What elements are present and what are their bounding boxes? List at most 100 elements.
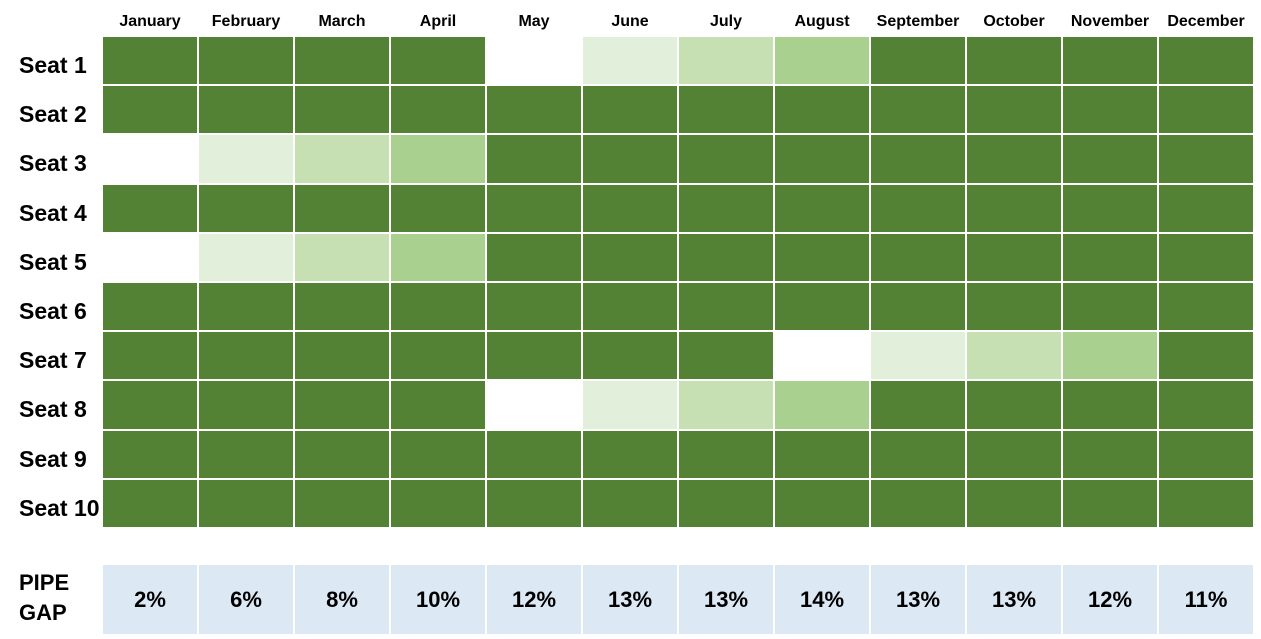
pipe-gap-value-august: 14% — [774, 565, 870, 634]
heatmap-cell — [966, 232, 1062, 282]
heatmap-cell — [582, 380, 678, 430]
heatmap-cell — [390, 134, 486, 184]
seat-label-4: Seat 4 — [19, 199, 87, 226]
month-header-june: June — [611, 13, 649, 30]
heatmap-cell — [966, 331, 1062, 381]
heatmap-cell — [582, 282, 678, 332]
heatmap-cell — [678, 331, 774, 381]
heatmap-cell — [102, 282, 198, 332]
heatmap-cell — [1062, 134, 1158, 184]
heatmap-cell — [198, 282, 294, 332]
month-header-april: April — [419, 13, 457, 30]
heatmap-cell — [294, 183, 390, 233]
heatmap-cell — [1158, 478, 1254, 528]
pipe-gap-value-november: 12% — [1062, 565, 1158, 634]
heatmap-cell — [198, 134, 294, 184]
heatmap-cell — [870, 478, 966, 528]
heatmap-cell — [678, 282, 774, 332]
heatmap-cell — [774, 183, 870, 233]
heatmap-cell — [582, 331, 678, 381]
heatmap-cell — [486, 85, 582, 135]
heatmap-cell — [966, 380, 1062, 430]
heatmap-cell — [774, 478, 870, 528]
heatmap-cell — [582, 183, 678, 233]
heatmap-cell — [294, 478, 390, 528]
heatmap-cell — [678, 429, 774, 479]
month-header-february: February — [211, 13, 281, 30]
pipe-gap-value-july: 13% — [678, 565, 774, 634]
heatmap-cell — [678, 183, 774, 233]
heatmap-cell — [102, 134, 198, 184]
heatmap-cell — [102, 36, 198, 86]
heatmap-cell — [966, 36, 1062, 86]
heatmap-cell — [198, 429, 294, 479]
heatmap-cell — [1158, 429, 1254, 479]
heatmap-cell — [774, 331, 870, 381]
pipe-gap-label-line-1: PIPE — [19, 570, 70, 595]
heatmap-cell — [198, 478, 294, 528]
heatmap-cell — [1062, 232, 1158, 282]
heatmap-cell — [102, 331, 198, 381]
heatmap-cell — [294, 134, 390, 184]
heatmap-cell — [678, 85, 774, 135]
heatmap-cell — [486, 36, 582, 86]
heatmap-cell — [966, 429, 1062, 479]
heatmap-cell — [774, 134, 870, 184]
heatmap-cell — [774, 85, 870, 135]
heatmap-cell — [1062, 380, 1158, 430]
heatmap-cell — [486, 478, 582, 528]
heatmap-cell — [774, 232, 870, 282]
heatmap-cell — [102, 183, 198, 233]
heatmap-cell — [1158, 282, 1254, 332]
pipe-gap-value-october: 13% — [966, 565, 1062, 634]
heatmap-cell — [294, 380, 390, 430]
pipe-gap-value-january: 2% — [102, 565, 198, 634]
heatmap-cell — [102, 380, 198, 430]
heatmap-cell — [582, 134, 678, 184]
heatmap-cell — [870, 380, 966, 430]
heatmap-cell — [294, 282, 390, 332]
heatmap-cell — [582, 478, 678, 528]
month-header-july: July — [709, 13, 742, 30]
heatmap-cell — [486, 232, 582, 282]
pipe-gap-label: PIPE GAP — [19, 568, 69, 628]
month-header-march: March — [318, 13, 366, 30]
heatmap-cell — [102, 232, 198, 282]
heatmap-cell — [966, 85, 1062, 135]
heatmap-cell — [870, 282, 966, 332]
heatmap-cell — [678, 232, 774, 282]
heatmap-cell — [774, 380, 870, 430]
heatmap-cell — [966, 183, 1062, 233]
heatmap-cell — [486, 183, 582, 233]
heatmap-cell — [774, 36, 870, 86]
heatmap-cell — [870, 232, 966, 282]
heatmap-cell — [486, 331, 582, 381]
heatmap-cell — [678, 36, 774, 86]
heatmap-cell — [1062, 183, 1158, 233]
heatmap-cell — [678, 134, 774, 184]
heatmap-cell — [198, 183, 294, 233]
heatmap-cell — [390, 282, 486, 332]
heatmap-cell — [198, 36, 294, 86]
pipe-gap-value-september: 13% — [870, 565, 966, 634]
pipe-gap-label-line-2: GAP — [19, 600, 67, 625]
heatmap-cell — [582, 429, 678, 479]
heatmap-cell — [294, 232, 390, 282]
seat-label-7: Seat 7 — [19, 347, 87, 374]
seat-label-6: Seat 6 — [19, 298, 87, 324]
heatmap-cell — [870, 331, 966, 381]
heatmap-cell — [870, 183, 966, 233]
heatmap-cell — [294, 85, 390, 135]
heatmap-cell — [870, 429, 966, 479]
heatmap-cell — [486, 134, 582, 184]
heatmap-cell — [1062, 85, 1158, 135]
seat-label-10: Seat 10 — [19, 494, 100, 521]
heatmap-cell — [1062, 282, 1158, 332]
month-header-november: November — [1070, 13, 1150, 30]
heatmap-cell — [1062, 478, 1158, 528]
heatmap-cell — [198, 380, 294, 430]
heatmap-cell — [870, 36, 966, 86]
seat-label-8: Seat 8 — [19, 396, 87, 423]
heatmap-cell — [1062, 331, 1158, 381]
month-header-september: September — [876, 13, 960, 30]
